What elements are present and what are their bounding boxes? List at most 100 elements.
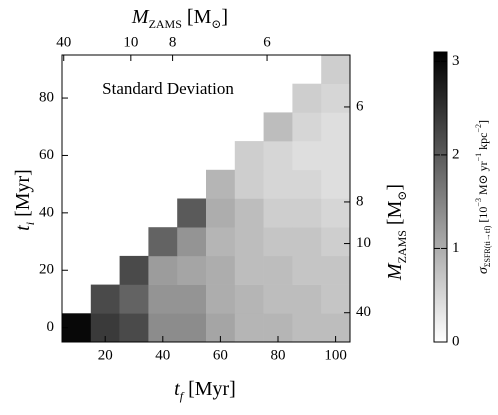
cell xyxy=(292,141,322,171)
cell xyxy=(177,284,207,314)
cbar-label-part: ] xyxy=(476,120,490,124)
cell xyxy=(119,255,149,285)
cbar-label-part: σ xyxy=(476,266,491,274)
cell xyxy=(263,112,293,142)
right-label-part: ⊙ xyxy=(395,191,409,201)
cbar-label-part: [10 xyxy=(476,207,490,226)
right-tick-label: 10 xyxy=(356,235,371,251)
cell xyxy=(321,141,351,171)
x-label-part: f xyxy=(180,389,185,403)
cell xyxy=(177,198,207,228)
cell xyxy=(177,255,207,285)
x-label-part: [Myr] xyxy=(183,378,236,400)
top-label-part: [M xyxy=(182,6,212,28)
right-axis-label: MZAMS [M⊙] xyxy=(384,184,409,281)
cell xyxy=(263,284,293,314)
cell xyxy=(292,112,322,142)
y-label-part: [Myr] xyxy=(12,169,34,222)
right-tick-label: 6 xyxy=(356,98,364,114)
right-label-part: M xyxy=(384,262,406,281)
cell xyxy=(321,198,351,228)
y-label-part: i xyxy=(23,222,37,225)
top-axis-label: MZAMS [M⊙] xyxy=(131,6,228,31)
cbar-label-part: ΣSFR(ti→tf) xyxy=(483,225,492,267)
cell xyxy=(206,227,236,257)
colorbar-tick-label: 0 xyxy=(452,333,460,349)
cbar-label-part: kpc xyxy=(476,132,490,152)
colorbar-label: σΣSFR(ti→tf) [10−3 M⊙ yr−1 kpc−2] xyxy=(474,120,492,274)
cell xyxy=(206,255,236,285)
cell xyxy=(292,313,322,343)
cell xyxy=(90,284,120,314)
cbar-label-part: M⊙ yr xyxy=(476,161,490,198)
y-tick-label: 0 xyxy=(47,319,55,335)
x-tick-label: 20 xyxy=(98,347,113,363)
top-label-part: ZAMS xyxy=(149,17,182,31)
right-label-part: [M xyxy=(384,200,406,230)
cell xyxy=(206,198,236,228)
cell xyxy=(206,284,236,314)
top-label-part: ⊙ xyxy=(211,17,221,31)
colorbar xyxy=(433,51,448,343)
cell xyxy=(148,284,178,314)
right-label-part: ] xyxy=(384,184,406,191)
cell xyxy=(321,55,351,84)
x-tick-label: 100 xyxy=(324,347,347,363)
x-tick-label: 80 xyxy=(271,347,286,363)
colorbar-tick-label: 1 xyxy=(452,240,460,256)
cell xyxy=(292,255,322,285)
cell xyxy=(263,198,293,228)
cbar-label-part: −1 xyxy=(474,153,483,162)
cell xyxy=(292,83,322,113)
x-axis-label: tf [Myr] xyxy=(174,378,236,403)
cell xyxy=(292,198,322,228)
top-tick-label: 6 xyxy=(263,34,271,50)
cell xyxy=(292,169,322,199)
right-label-part: ZAMS xyxy=(395,230,409,263)
top-label-part: ] xyxy=(221,6,228,28)
y-tick-label: 60 xyxy=(39,147,54,163)
top-label-part: M xyxy=(131,6,150,28)
cell xyxy=(321,169,351,199)
y-label-part: t xyxy=(12,225,34,231)
cbar-label-part: −3 xyxy=(474,198,483,207)
x-tick-label: 40 xyxy=(155,347,170,363)
cell xyxy=(206,169,236,199)
top-tick-label: 8 xyxy=(169,34,177,50)
cell xyxy=(148,227,178,257)
cbar-label-part: −2 xyxy=(474,124,483,133)
y-tick-label: 80 xyxy=(39,89,54,105)
cell xyxy=(263,141,293,171)
cell xyxy=(234,255,264,285)
cell xyxy=(234,227,264,257)
cell xyxy=(177,313,207,343)
right-tick-label: 8 xyxy=(356,193,364,209)
cell xyxy=(321,83,351,113)
annotation: Standard Deviation xyxy=(102,79,234,98)
x-tick-label: 60 xyxy=(213,347,228,363)
cell xyxy=(119,284,149,314)
heatmap xyxy=(62,55,351,343)
plot-frame xyxy=(61,54,351,343)
cell xyxy=(321,227,351,257)
right-tick-label: 40 xyxy=(356,304,371,320)
cell xyxy=(292,227,322,257)
colorbar-tick-label: 2 xyxy=(452,146,460,162)
cell xyxy=(148,255,178,285)
cell xyxy=(292,284,322,314)
cell xyxy=(321,112,351,142)
cell xyxy=(234,284,264,314)
cell xyxy=(321,284,351,314)
cell xyxy=(263,169,293,199)
colorbar-tick-label: 3 xyxy=(452,53,460,69)
cell xyxy=(234,141,264,171)
cell xyxy=(263,255,293,285)
x-label-part: t xyxy=(174,378,180,400)
cell xyxy=(119,313,149,343)
cell xyxy=(177,227,207,257)
top-tick-label: 40 xyxy=(56,34,71,50)
y-tick-label: 20 xyxy=(39,262,54,278)
cell xyxy=(321,255,351,285)
cell xyxy=(234,198,264,228)
